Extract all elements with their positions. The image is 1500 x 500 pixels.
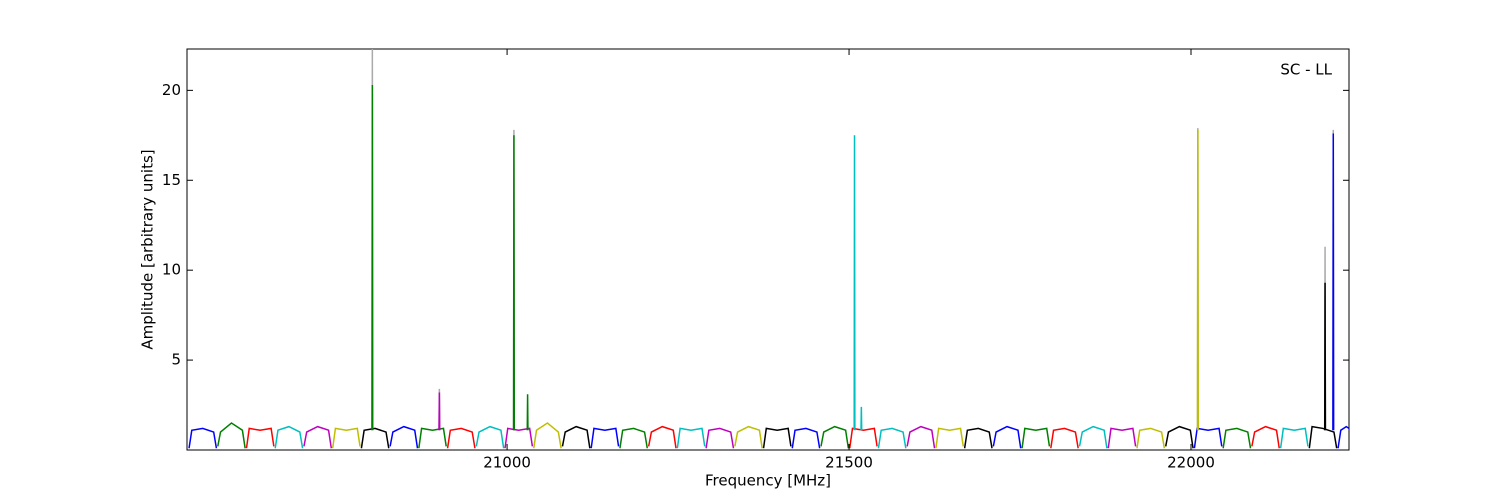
y-tick-label: 15 bbox=[162, 171, 181, 189]
y-tick-label: 20 bbox=[162, 81, 181, 99]
spectrum-line bbox=[1308, 425, 1338, 449]
spectrum-line bbox=[1222, 427, 1252, 449]
spectrum-line bbox=[935, 427, 965, 449]
spectrum-line bbox=[906, 425, 936, 449]
spectrum-line bbox=[762, 427, 792, 449]
spectrum-line bbox=[963, 427, 993, 449]
plot-frame bbox=[186, 48, 1350, 451]
annotation: SC - LL bbox=[1280, 61, 1332, 79]
plot-lines bbox=[188, 49, 1349, 449]
spectrum-line bbox=[504, 427, 534, 449]
spectrum-line bbox=[820, 425, 850, 449]
x-tick-label: 21000 bbox=[483, 454, 531, 472]
spectrum-line bbox=[791, 427, 821, 449]
y-tick-label: 10 bbox=[162, 261, 181, 279]
x-tick-label: 22000 bbox=[1167, 454, 1215, 472]
spectrum-line bbox=[389, 425, 419, 449]
spectrum-line bbox=[647, 425, 677, 449]
spectrum-line bbox=[561, 425, 591, 449]
x-axis-label: Frequency [MHz] bbox=[705, 472, 831, 490]
spectrum-line bbox=[1251, 425, 1280, 449]
spectrum-line bbox=[705, 427, 735, 449]
spectrum-line bbox=[526, 394, 529, 431]
spectrum-line bbox=[371, 84, 374, 431]
spectrum-line bbox=[1164, 425, 1194, 449]
spectrum-line bbox=[853, 135, 856, 431]
spectrum-line bbox=[418, 427, 447, 449]
spectrum-line bbox=[446, 427, 476, 449]
spectrum-line bbox=[860, 406, 863, 431]
spectrum-line bbox=[1050, 427, 1079, 449]
spectrum-line bbox=[1078, 425, 1108, 449]
y-tick-label: 5 bbox=[171, 351, 181, 369]
spectrum-line bbox=[303, 425, 333, 449]
spectrum-line bbox=[1193, 427, 1223, 449]
spectrum-line bbox=[331, 427, 361, 449]
spectrum-line bbox=[676, 427, 706, 449]
spectrum-line bbox=[1279, 427, 1309, 449]
spectrum-line bbox=[1332, 133, 1335, 431]
spectrum-line bbox=[1196, 129, 1199, 431]
spectrum-line bbox=[360, 427, 390, 449]
spectrum-line bbox=[1107, 427, 1137, 449]
spectrum-line bbox=[438, 392, 441, 431]
spectrum-line bbox=[533, 422, 562, 449]
spectrum-line bbox=[512, 135, 516, 431]
spectrum-line bbox=[188, 427, 218, 449]
spectrum-line bbox=[992, 425, 1022, 449]
spectrum-line bbox=[734, 425, 763, 449]
spectrum-line bbox=[1136, 427, 1166, 449]
spectrum-line bbox=[619, 427, 649, 449]
y-axis-label: Amplitude [arbitrary units] bbox=[139, 149, 157, 349]
spectrum-line bbox=[877, 427, 907, 449]
spectrum-line bbox=[1337, 425, 1349, 449]
spectrum-line bbox=[590, 427, 620, 449]
spectrum-line bbox=[1323, 282, 1327, 431]
spectrum-line bbox=[1021, 427, 1051, 449]
spectrum-line bbox=[245, 427, 275, 449]
spectrum-line bbox=[848, 427, 878, 449]
spectrum-line bbox=[217, 422, 246, 449]
spectrum-line bbox=[475, 425, 505, 449]
spectrum-line bbox=[274, 425, 304, 449]
x-tick-label: 21500 bbox=[825, 454, 873, 472]
